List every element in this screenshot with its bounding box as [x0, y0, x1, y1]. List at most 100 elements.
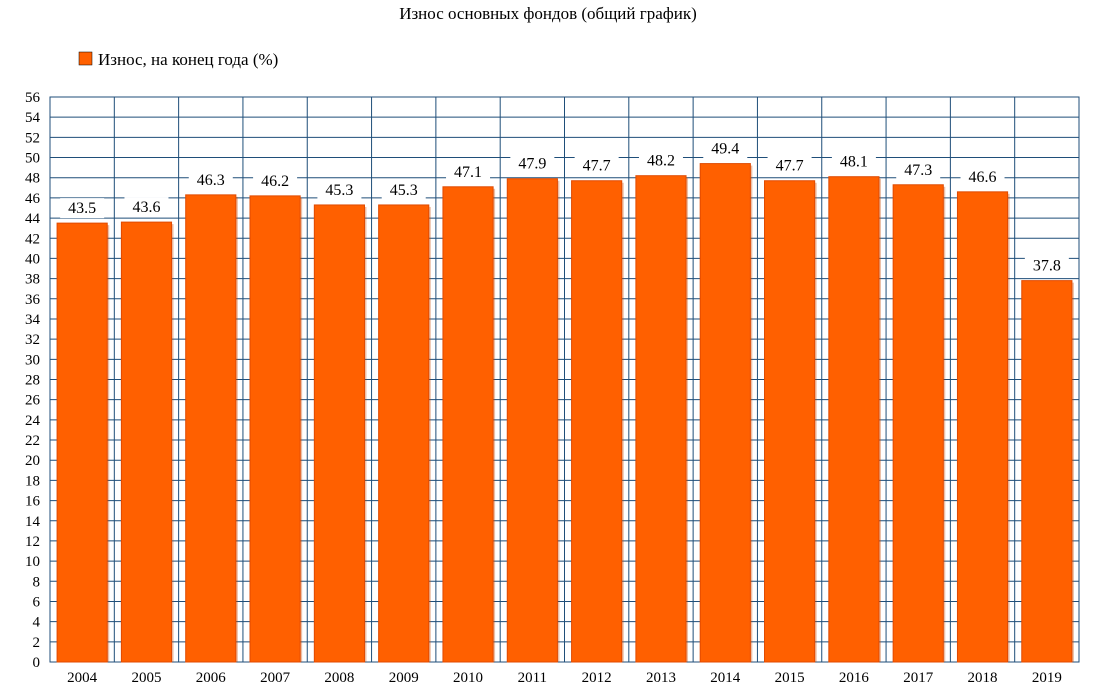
y-tick-label: 0 — [33, 655, 41, 671]
x-tick-label: 2019 — [1032, 670, 1062, 686]
value-label-2008: 45.3 — [325, 182, 353, 199]
bar-2004 — [56, 222, 108, 663]
value-label-2015: 47.7 — [776, 158, 804, 175]
value-label-2006: 46.3 — [197, 172, 225, 189]
y-tick-label: 30 — [25, 352, 40, 368]
value-label-2017: 47.3 — [904, 162, 932, 179]
value-label-bg — [446, 161, 491, 182]
value-label-2004: 43.5 — [68, 200, 96, 217]
x-tick-label: 2011 — [518, 670, 547, 686]
x-tick-label: 2013 — [646, 670, 676, 686]
bar-2009 — [378, 204, 430, 663]
value-label-bg — [188, 169, 233, 190]
value-label-bg — [60, 198, 105, 219]
y-tick-label: 4 — [33, 615, 41, 631]
y-tick-label: 56 — [25, 90, 41, 106]
y-tick-label: 32 — [25, 332, 40, 348]
value-label-2009: 45.3 — [390, 182, 418, 199]
bar-2005 — [120, 221, 173, 663]
y-tick-label: 50 — [25, 151, 40, 167]
bar-2010 — [442, 186, 494, 663]
x-tick-label: 2012 — [582, 670, 612, 686]
y-tick-label: 40 — [25, 251, 40, 267]
x-tick-label: 2014 — [710, 670, 741, 686]
bar-2019 — [1021, 280, 1073, 663]
bar-2017 — [892, 184, 944, 663]
x-tick-label: 2010 — [453, 670, 483, 686]
value-label-2010: 47.1 — [454, 164, 482, 181]
y-tick-label: 54 — [25, 110, 41, 126]
y-tick-label: 22 — [25, 433, 40, 449]
bar-2006 — [185, 194, 237, 663]
y-tick-label: 24 — [25, 413, 41, 429]
x-tick-label: 2005 — [131, 670, 161, 686]
bar-2016 — [828, 176, 880, 663]
bar-2008 — [313, 204, 365, 663]
value-label-bg — [767, 155, 812, 176]
chart-title: Износ основных фондов (общий график) — [399, 4, 697, 23]
x-tick-label: 2004 — [67, 670, 98, 686]
bar-2011 — [506, 178, 558, 663]
value-label-2018: 46.6 — [969, 169, 997, 186]
bar-2013 — [635, 175, 687, 663]
x-tick-label: 2007 — [260, 670, 291, 686]
x-tick-label: 2008 — [324, 670, 354, 686]
y-tick-label: 44 — [25, 211, 41, 227]
x-tick-label: 2017 — [903, 670, 934, 686]
value-label-2014: 49.4 — [711, 141, 739, 158]
x-tick-label: 2015 — [775, 670, 805, 686]
x-tick-label: 2009 — [389, 670, 419, 686]
y-tick-label: 6 — [33, 594, 41, 610]
x-tick-label: 2006 — [196, 670, 227, 686]
value-label-bg — [253, 170, 298, 191]
y-tick-label: 36 — [25, 292, 41, 308]
y-tick-label: 34 — [25, 312, 41, 328]
x-tick-label: 2016 — [839, 670, 870, 686]
value-label-2016: 48.1 — [840, 154, 868, 171]
y-axis-ticks: 0246810121416182022242628303234363840424… — [25, 90, 41, 671]
plot-frame — [49, 96, 1080, 663]
y-tick-label: 20 — [25, 453, 40, 469]
bar-2015 — [764, 180, 816, 663]
value-label-bg — [1024, 255, 1069, 276]
bar-2007 — [249, 195, 301, 663]
y-tick-label: 14 — [25, 514, 41, 530]
value-label-bg — [831, 151, 876, 172]
value-label-bg — [896, 159, 941, 180]
legend-swatch — [78, 51, 93, 66]
value-label-bg — [574, 155, 619, 176]
y-tick-label: 38 — [25, 272, 40, 288]
value-label-2007: 46.2 — [261, 173, 289, 190]
bars — [56, 163, 1074, 663]
x-axis-ticks: 2004 2005 2006 2007 2008 2009 2010 2011 2012 2013… — [67, 670, 1062, 686]
value-label-2019: 37.8 — [1033, 258, 1061, 275]
y-tick-label: 48 — [25, 171, 40, 187]
value-label-2012: 47.7 — [583, 158, 611, 175]
value-label-bg — [317, 179, 362, 200]
value-label-bg — [510, 153, 555, 174]
y-tick-label: 52 — [25, 130, 40, 146]
y-tick-label: 10 — [25, 554, 40, 570]
value-label-2011: 47.9 — [518, 156, 546, 173]
y-tick-label: 46 — [25, 191, 41, 207]
y-tick-label: 42 — [25, 231, 40, 247]
value-label-bg — [703, 138, 748, 159]
y-tick-label: 8 — [33, 574, 41, 590]
y-tick-label: 12 — [25, 534, 40, 550]
y-tick-label: 18 — [25, 473, 40, 489]
bar-2012 — [571, 180, 623, 663]
y-tick-label: 26 — [25, 393, 41, 409]
value-label-bg — [124, 197, 169, 218]
value-label-bg — [638, 150, 683, 171]
legend: Износ, на конец года (%) — [78, 50, 278, 69]
value-label-bg — [381, 179, 426, 200]
value-label-2013: 48.2 — [647, 153, 675, 170]
value-labels: 43.5 43.6 46.3 46.2 45.3 45.3 47.1 47.9 47.7 48.2… — [60, 138, 1069, 276]
y-tick-label: 16 — [25, 494, 41, 510]
value-label-bg — [960, 166, 1005, 187]
x-tick-label: 2018 — [968, 670, 998, 686]
legend-label: Износ, на конец года (%) — [98, 50, 278, 69]
bar-2018 — [956, 191, 1009, 663]
value-label-2005: 43.6 — [132, 199, 160, 216]
